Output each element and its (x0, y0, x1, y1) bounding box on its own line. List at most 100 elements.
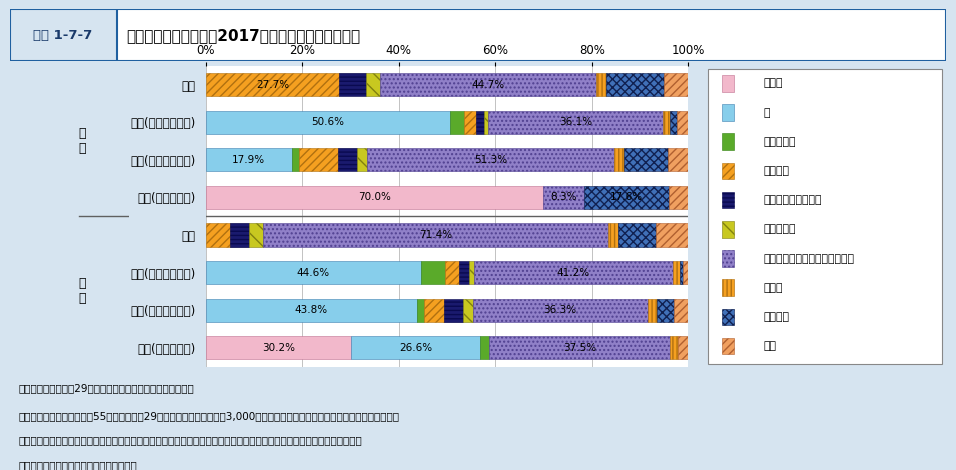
Bar (678, 336, 688, 360)
Bar (680, 261, 683, 284)
Text: 36.1%: 36.1% (559, 117, 592, 127)
Text: 子の配偶者: 子の配偶者 (764, 137, 796, 147)
Text: 17.9%: 17.9% (232, 155, 266, 165)
Text: と思いますか」に対する単数回答。: と思いますか」に対する単数回答。 (19, 460, 138, 470)
Bar (543, 186, 583, 209)
Bar (264, 223, 608, 247)
FancyBboxPatch shape (722, 104, 733, 121)
Bar (460, 261, 469, 284)
Bar (206, 148, 292, 172)
Bar (674, 298, 688, 322)
Bar (445, 261, 460, 284)
Bar (608, 223, 618, 247)
Text: 30.2%: 30.2% (262, 343, 295, 353)
Bar (597, 73, 606, 96)
Text: その他: その他 (764, 283, 783, 293)
Bar (484, 110, 489, 134)
FancyBboxPatch shape (722, 75, 733, 92)
Bar (380, 73, 597, 96)
Bar (673, 261, 680, 284)
Bar (367, 148, 615, 172)
Bar (421, 261, 445, 284)
Bar (624, 148, 667, 172)
Text: （注）　調査対象は全国の55歳以上（平成29年１月１日現在）の男女3,000人（施設入所者は除く）。「あなたは、将来あなた: （注） 調査対象は全国の55歳以上（平成29年１月１日現在）の男女3,000人（… (19, 411, 400, 421)
Bar (249, 223, 264, 247)
Text: 配偶者: 配偶者 (764, 78, 783, 88)
Bar (489, 110, 663, 134)
Bar (615, 148, 624, 172)
Text: 友人・知人: 友人・知人 (764, 224, 796, 235)
Text: 26.6%: 26.6% (399, 343, 432, 353)
Text: 図表 1-7-7: 図表 1-7-7 (33, 29, 93, 42)
Bar (618, 223, 657, 247)
Bar (424, 298, 444, 322)
Bar (206, 186, 543, 209)
Text: 男
性: 男 性 (78, 127, 86, 155)
Text: 50.6%: 50.6% (312, 117, 344, 127)
Bar (450, 110, 465, 134)
Bar (206, 336, 352, 360)
Bar (648, 298, 658, 322)
Bar (352, 336, 480, 360)
Bar (476, 110, 484, 134)
Bar (670, 110, 677, 134)
Text: 8.3%: 8.3% (551, 192, 576, 203)
FancyBboxPatch shape (722, 309, 733, 325)
Bar (229, 223, 249, 247)
Bar (657, 223, 688, 247)
FancyBboxPatch shape (722, 192, 733, 208)
Text: 資料：内閣府「平成29年　高齢者の健康に関する調査結果」: 資料：内閣府「平成29年 高齢者の健康に関する調査結果」 (19, 383, 195, 393)
FancyBboxPatch shape (722, 221, 733, 238)
FancyBboxPatch shape (722, 338, 733, 354)
Text: 27.7%: 27.7% (256, 79, 289, 90)
FancyBboxPatch shape (722, 280, 733, 296)
Bar (366, 73, 380, 96)
Bar (358, 148, 367, 172)
Bar (339, 73, 366, 96)
Text: たの身体が虚弱になって、日常生活を送る上で、排せつ等の介護が必要な状態になった時、どなたに介護を頼みたい: たの身体が虚弱になって、日常生活を送る上で、排せつ等の介護が必要な状態になった時… (19, 435, 362, 446)
Text: 71.4%: 71.4% (420, 230, 452, 240)
Text: 43.8%: 43.8% (294, 305, 328, 315)
Bar (677, 110, 688, 134)
Bar (489, 336, 670, 360)
FancyBboxPatch shape (722, 163, 733, 179)
Text: 子: 子 (764, 108, 771, 118)
Bar (417, 298, 424, 322)
Text: 兄弟姉妹: 兄弟姉妹 (764, 166, 790, 176)
Bar (472, 298, 648, 322)
Text: 特にない: 特にない (764, 312, 790, 322)
Bar (206, 261, 421, 284)
Bar (667, 148, 688, 172)
Bar (658, 298, 674, 322)
Text: 70.0%: 70.0% (358, 192, 391, 203)
Bar (480, 336, 489, 360)
Bar (683, 261, 688, 284)
Bar (10, 9, 118, 61)
Bar (583, 186, 668, 209)
Bar (292, 148, 299, 172)
Bar (463, 298, 472, 322)
Bar (206, 110, 450, 134)
Bar (206, 223, 229, 247)
Bar (465, 110, 476, 134)
Text: 37.5%: 37.5% (563, 343, 597, 353)
Bar (206, 73, 339, 96)
Text: 将来の介護者の想定（2017年／性別・婚姻関係別）: 将来の介護者の想定（2017年／性別・婚姻関係別） (126, 28, 360, 43)
Text: 女
性: 女 性 (78, 277, 86, 306)
Text: その他の家族・親族: その他の家族・親族 (764, 195, 822, 205)
Bar (299, 148, 337, 172)
Text: 不明: 不明 (764, 341, 776, 351)
Text: 36.3%: 36.3% (544, 305, 576, 315)
Text: 41.2%: 41.2% (556, 267, 590, 278)
Bar (606, 73, 663, 96)
Bar (663, 73, 688, 96)
Text: 44.6%: 44.6% (296, 267, 330, 278)
Bar (663, 110, 670, 134)
Text: 17.6%: 17.6% (610, 192, 642, 203)
Bar (670, 336, 678, 360)
FancyBboxPatch shape (722, 250, 733, 267)
Text: 44.7%: 44.7% (471, 79, 505, 90)
Text: ヘルパーなど介護サービスの人: ヘルパーなど介護サービスの人 (764, 253, 855, 264)
Bar (206, 298, 417, 322)
Text: 51.3%: 51.3% (474, 155, 508, 165)
